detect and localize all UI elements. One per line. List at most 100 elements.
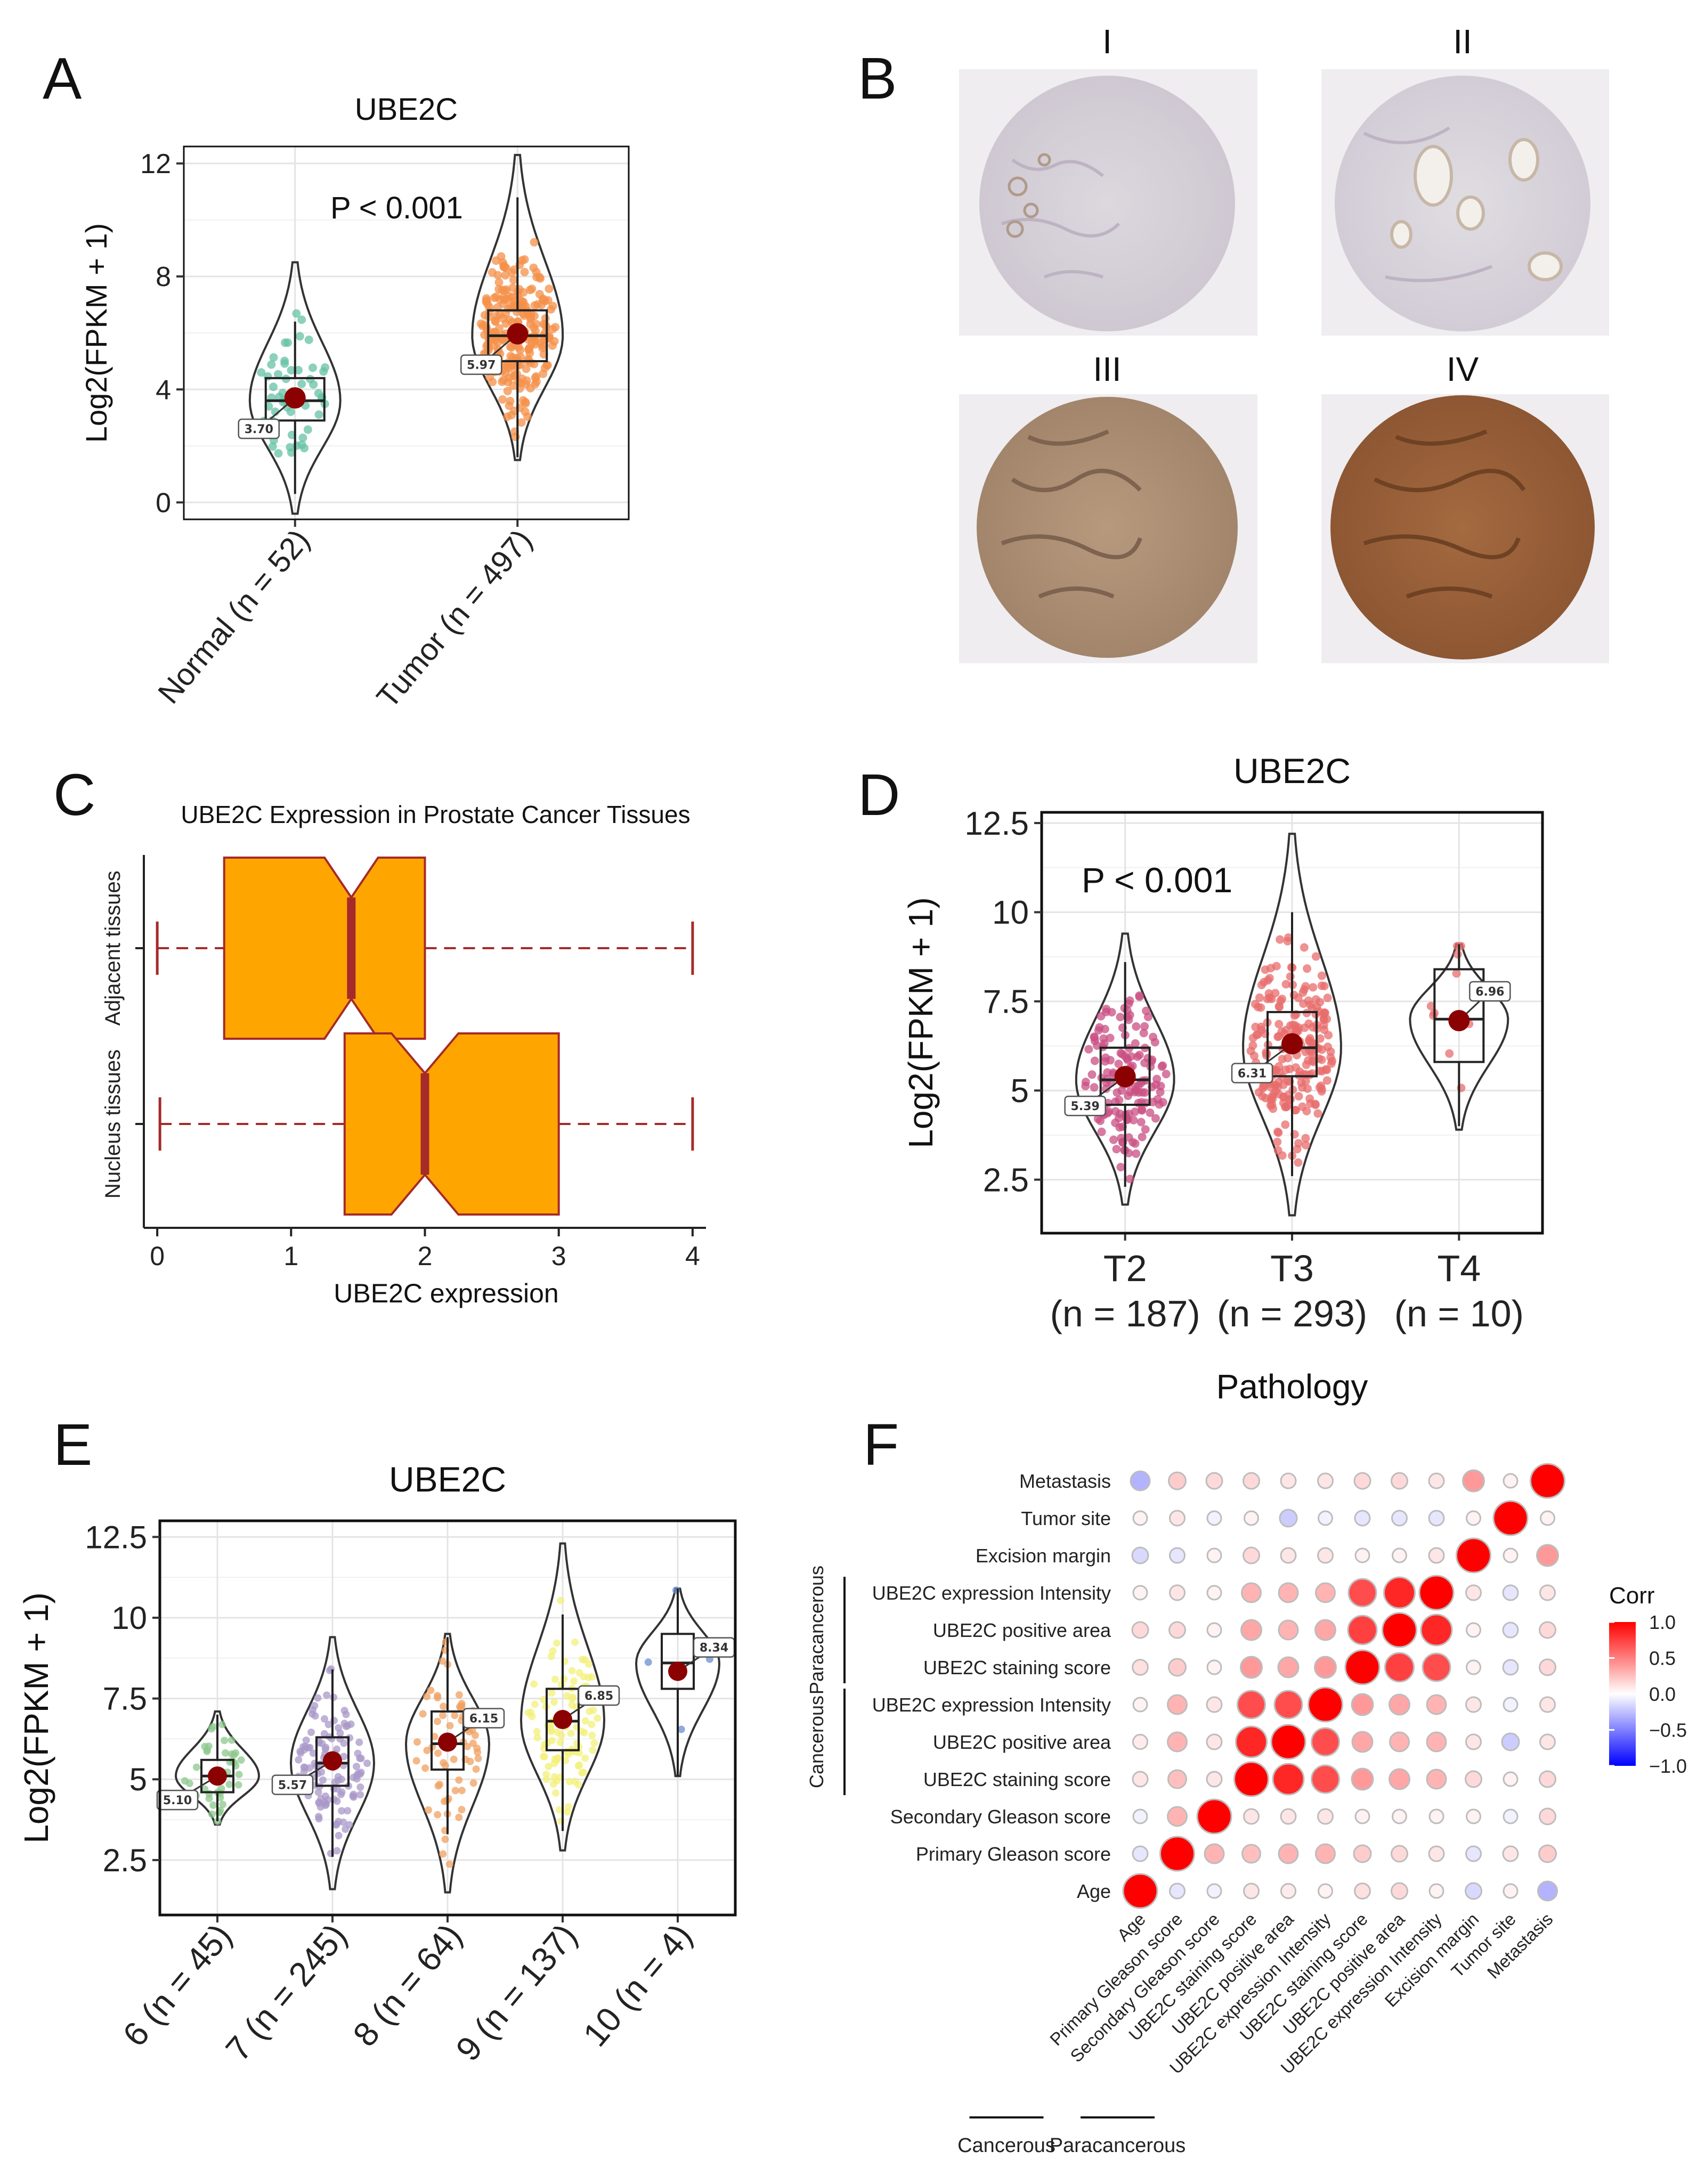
mean-label: 6.85 [584, 1690, 613, 1703]
mean-label-box [156, 1789, 199, 1811]
data-point [1308, 1023, 1317, 1032]
corr-cell [1279, 1509, 1298, 1528]
corr-cell [1536, 1544, 1559, 1567]
x-axis-label: UBE2C expression [334, 1278, 558, 1308]
data-point [474, 1755, 482, 1763]
data-point [235, 1771, 243, 1779]
ihc-texture-iv [1363, 429, 1526, 599]
box [264, 377, 326, 422]
data-point [296, 1747, 304, 1755]
data-point [1124, 1091, 1133, 1101]
data-point [1303, 964, 1312, 973]
data-point [344, 1807, 352, 1815]
corr-cell [1196, 1798, 1232, 1835]
data-point [1279, 1080, 1288, 1089]
corr-cell [1428, 1510, 1445, 1527]
violin-shape [519, 1542, 606, 1852]
data-point [580, 1673, 588, 1681]
data-point [344, 1722, 352, 1730]
corr-cell [1428, 1808, 1444, 1824]
corr-cell [1428, 1547, 1445, 1564]
mean-label: 5.57 [278, 1779, 307, 1792]
data-point [554, 1728, 562, 1736]
corr-cell [1539, 1770, 1556, 1788]
data-point [1286, 972, 1295, 981]
corr-cell [1132, 1697, 1148, 1713]
corr-cell [1206, 1547, 1222, 1563]
data-point [1273, 1146, 1282, 1155]
corr-cell [1277, 1656, 1300, 1678]
data-point [1313, 1109, 1322, 1118]
mean-dot [438, 1732, 457, 1752]
data-point [1140, 1022, 1149, 1031]
data-point [455, 1813, 463, 1821]
corr-cell [1353, 1472, 1371, 1490]
mean-label: 5.97 [467, 359, 496, 372]
data-point [434, 1717, 441, 1725]
data-point [458, 1806, 466, 1814]
data-point [1317, 1087, 1326, 1096]
data-point [287, 448, 296, 457]
data-point [1265, 974, 1274, 983]
corr-cell [1354, 1883, 1371, 1900]
data-point [294, 365, 303, 374]
corr-cell [1391, 1882, 1408, 1900]
data-point [557, 1596, 565, 1604]
corr-cell [1243, 1472, 1260, 1490]
y-tick-label: 10 [111, 1600, 147, 1636]
corr-cell [1241, 1844, 1261, 1864]
corr-cell [1502, 1584, 1519, 1601]
data-point [1131, 1086, 1140, 1095]
data-point [353, 1763, 360, 1771]
data-point [677, 1725, 685, 1733]
data-point [1301, 1047, 1310, 1056]
corr-cell [1317, 1547, 1334, 1564]
data-point [556, 1738, 564, 1746]
data-point [269, 353, 278, 362]
data-point [1323, 993, 1332, 1003]
data-point [201, 1785, 209, 1793]
data-point [580, 1769, 587, 1776]
corr-cell [1351, 1693, 1374, 1716]
data-point [333, 1847, 341, 1855]
ihc-texture-iii [1001, 429, 1142, 599]
legend-tick-label: −1.0 [1649, 1755, 1687, 1777]
data-point [434, 1694, 442, 1701]
data-point [434, 1749, 442, 1757]
data-point [492, 312, 501, 320]
data-point [221, 1737, 229, 1745]
data-point [222, 1749, 229, 1757]
corr-cell [1235, 1725, 1268, 1758]
panel-label-e: E [53, 1412, 92, 1478]
data-point [1316, 998, 1325, 1007]
data-point [520, 255, 529, 264]
corr-cell [1243, 1546, 1260, 1564]
data-point [1274, 1020, 1284, 1029]
chart-title: UBE2C [355, 92, 458, 127]
data-point [504, 295, 512, 304]
data-point [1286, 1095, 1295, 1104]
data-point [521, 397, 530, 406]
data-point [330, 1693, 338, 1701]
data-point [527, 284, 537, 294]
data-point [434, 1811, 442, 1819]
corr-cell [1204, 1843, 1225, 1864]
corr-cell [1233, 1761, 1269, 1797]
corr-cell [1503, 1808, 1519, 1824]
corr-cell [1167, 1694, 1188, 1715]
data-point [540, 1753, 548, 1761]
data-point [1158, 1098, 1167, 1107]
chart-title: UBE2C Expression in Prostate Cancer Tiss… [181, 801, 690, 828]
data-point [1282, 1102, 1292, 1111]
data-point [571, 1638, 579, 1646]
data-point [1146, 1108, 1155, 1117]
data-point [1116, 1163, 1125, 1171]
corr-cell [1466, 1510, 1481, 1526]
data-point [490, 294, 499, 303]
row-label: Excision margin [976, 1545, 1111, 1567]
data-point [1116, 1013, 1125, 1022]
data-point [589, 1746, 597, 1754]
corr-cell [1383, 1576, 1416, 1609]
panel-a-violin-chart: 3.70 Normal (n = 52) 5.97 Tumor (n = 497) 0 4… [79, 92, 630, 714]
data-point [1283, 1054, 1292, 1063]
